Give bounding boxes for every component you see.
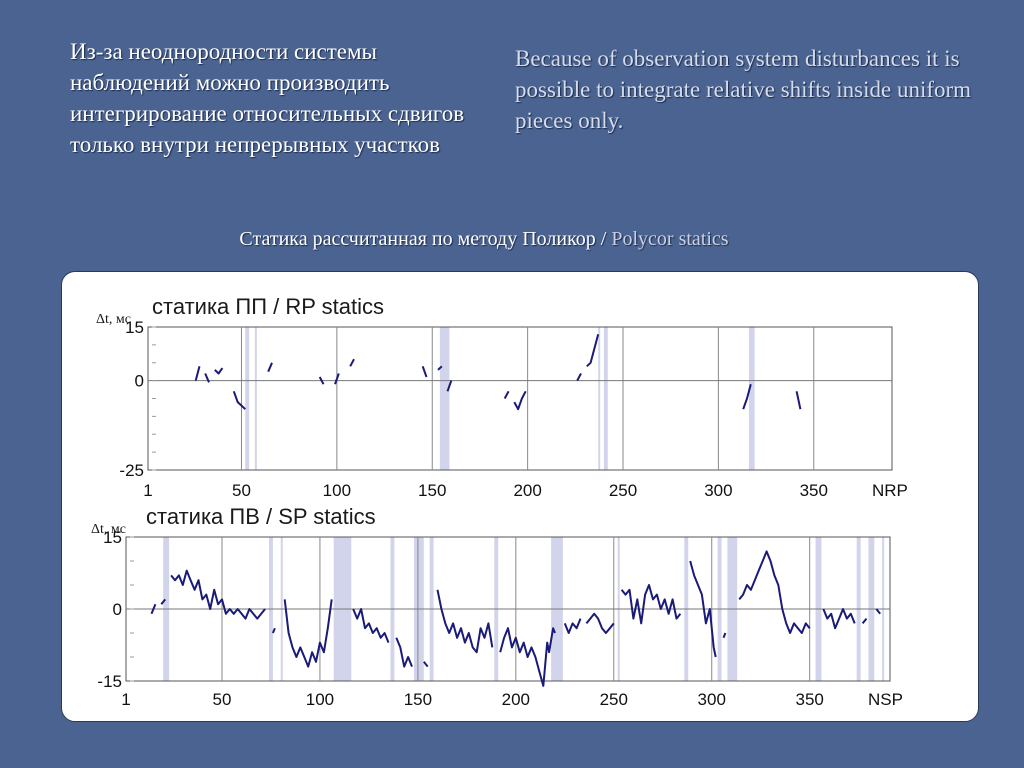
chart2-series-segment-8 [283,599,333,668]
chart2-series-segment-17 [689,560,717,658]
slide-caption: Статика рассчитанная по методу Поликор /… [0,228,968,251]
chart1-gap-band-3 [598,327,601,470]
chart2-y-tick-label: 0 [113,600,122,619]
chart1-series-segment-84 [742,383,752,410]
chart2-x-tick-label: 150 [404,690,432,709]
chart2-series-segment-5 [160,598,166,605]
charts-panel: 15 0 -25 1 50 100 150 200 250 300 350 NRP Δt, мс стат… [61,271,979,722]
chart2-x-tick-label: 1 [121,690,130,709]
caption-russian: Статика рассчитанная по методу Поликор / [239,228,607,250]
chart2-series-segment-14 [563,618,582,634]
chart1-series-segment-40 [437,365,443,371]
chart1-y-tick-label: 15 [125,318,144,337]
chart1-x-tick-label: 50 [232,481,251,500]
chart1-gap-band-0 [245,327,250,470]
chart2-series-segment-20 [822,608,856,630]
chart1-plot-frame [147,326,893,471]
chart1-series-segment-22 [318,376,325,385]
chart1-gap-band-4 [603,327,608,470]
chart2-x-tick-label: 50 [213,690,232,709]
caption-english: Polycor statics [606,228,729,250]
chart2-x-axis-label: NSP [868,690,903,709]
chart2-series-segment-6 [170,569,266,620]
chart1-gap-band-5 [748,327,755,470]
chart2-x-tick-label: 350 [795,690,823,709]
russian-description: Из-за неоднородности системы наблюдений … [70,39,465,157]
english-description: Because of observation system disturbanc… [515,46,972,133]
chart2-series-segment-19 [738,550,811,634]
chart2-x-tick-label: 300 [698,690,726,709]
chart2-series-segment-18 [722,632,727,639]
chart1-series-segment-8 [214,367,224,375]
chart2-title: статика ПВ / SP statics [146,504,376,529]
chart1-series-segment-49 [513,390,527,411]
chart2-series-segment-10 [395,637,413,668]
chart2-series-segment-21 [861,617,868,625]
chart1-series-segment-24 [334,373,340,385]
chart1-series-segment-7 [204,373,210,383]
chart2-series-segment-12 [436,589,494,654]
chart2-y-tick-label: 15 [103,528,122,547]
chart1-x-tick-label: 350 [800,481,828,500]
chart2-x-tick-label: 100 [306,690,334,709]
chart1-x-axis-label: NRP [872,481,908,500]
chart2-series-segment-4 [150,603,157,615]
chart1-gap-band-2 [439,327,450,470]
chart1-series-segment-41 [446,380,453,392]
chart2-y-tick-label: -15 [97,672,122,691]
chart1-series-segment-38 [421,365,428,378]
chart2-y-axis-label: Δt, мс [91,522,126,537]
chart1-series-segment-26 [349,358,355,367]
chart1-series-segment-48 [503,390,510,399]
chart1-x-tick-label: 150 [418,481,446,500]
chart2-series-segment-16 [620,584,682,625]
chart2-series-segment-9 [352,608,390,643]
chart1-y-tick-label: 0 [135,372,144,391]
chart1-gap-band-1 [254,327,257,470]
chart1-x-tick-label: 100 [323,481,351,500]
chart2-series-segment-7 [271,627,276,634]
chart1-x-tick-label: 300 [704,481,732,500]
chart1-series-segment-58 [576,373,582,382]
chart2-x-tick-label: 200 [502,690,530,709]
chart1-x-tick-label: 1 [143,481,152,500]
chart1-series-segment-14 [267,362,273,373]
chart1-y-tick-label: -25 [119,461,144,480]
chart1-title: статика ПП / RP statics [152,294,384,319]
chart1-x-tick-label: 250 [609,481,637,500]
chart2-series-segment-22 [875,608,881,615]
chart1-series-segment-92 [795,391,802,410]
chart2-series-segment-15 [585,612,615,634]
chart1-series-segment-6 [194,366,201,381]
chart2-series-segment-13 [499,627,556,687]
chart2-x-tick-label: 250 [600,690,628,709]
chart1-series-segment-10 [232,390,246,410]
chart1-y-axis-label: Δt, мс [96,312,131,327]
chart1-series-segment-59 [586,333,600,368]
chart2-series-segment-11 [423,661,429,668]
chart1-x-tick-label: 200 [513,481,541,500]
